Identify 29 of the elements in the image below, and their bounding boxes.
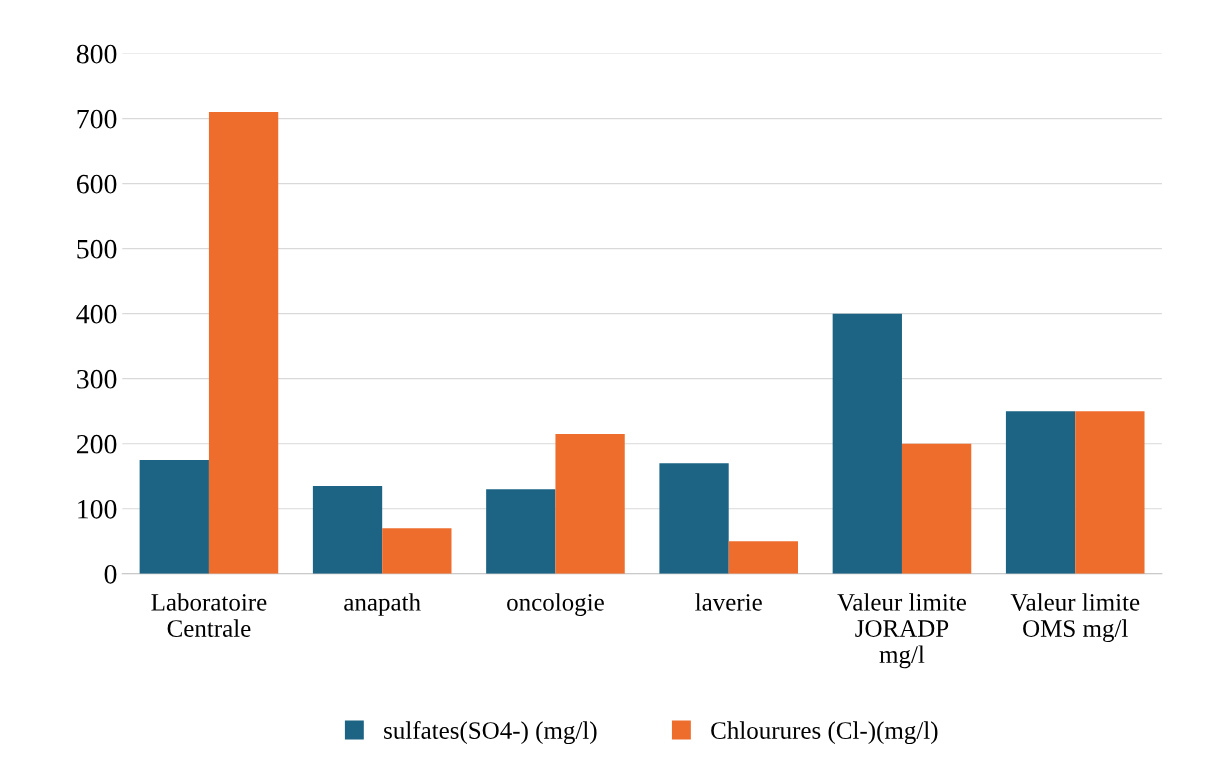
bar: [312, 485, 383, 574]
y-tick-label: 300: [77, 369, 117, 389]
y-tick-label: 700: [77, 109, 117, 129]
bar: [486, 489, 556, 574]
bar: [832, 313, 902, 574]
y-tick-label: 200: [76, 434, 117, 454]
x-tick-label: laverie: [695, 593, 762, 611]
bar: [208, 112, 279, 574]
bar: [1005, 411, 1076, 574]
bar: [139, 459, 209, 574]
y-tick-label: 400: [76, 304, 117, 324]
legend-label: Chlourures (Cl-)(mg/l): [711, 721, 938, 745]
bar: [728, 541, 799, 574]
bar: [1075, 411, 1145, 574]
y-tick-label: 800: [76, 44, 117, 64]
x-tick-label: Laboratoire Centrale: [151, 593, 267, 637]
bar: [555, 433, 625, 574]
bar: [382, 528, 452, 574]
bar: [901, 443, 972, 574]
x-tick-label: Valeur limite OMS mg/l: [1010, 593, 1140, 643]
y-tick-label: 100: [78, 499, 117, 519]
bar: [659, 463, 729, 574]
y-tick-label: 0: [104, 564, 117, 584]
x-tick-label: oncologie: [507, 593, 604, 616]
legend-label: sulfates(SO4-) (mg/l): [384, 721, 597, 745]
y-tick-label: 600: [76, 174, 117, 194]
y-tick-label: 500: [77, 239, 117, 259]
x-tick-label: Valeur limite JORADP mg/l: [837, 593, 966, 669]
x-tick-label: anapath: [344, 593, 421, 616]
